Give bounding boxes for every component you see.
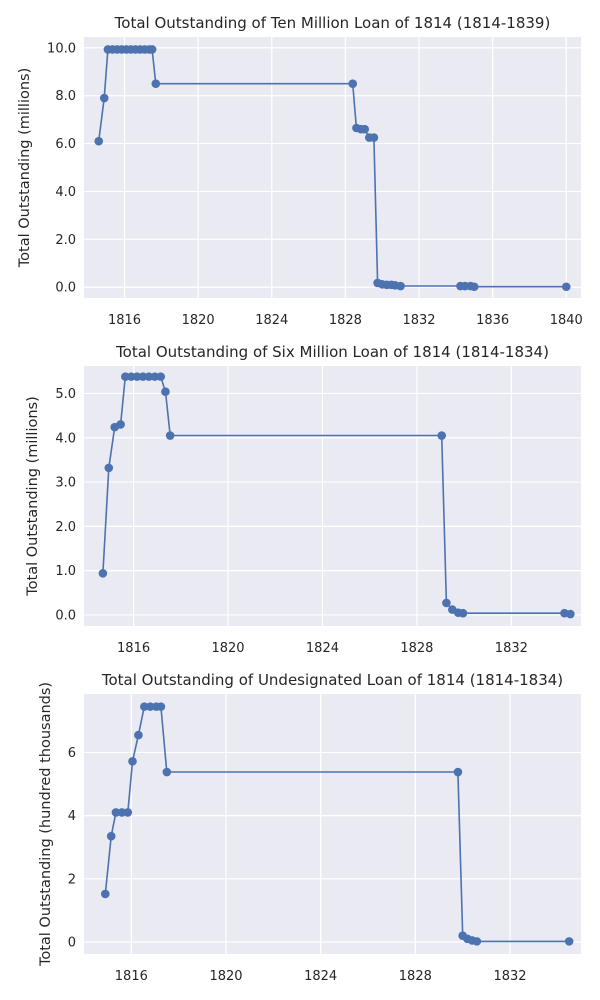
x-tick-label: 1816	[117, 641, 150, 656]
y-tick-label: 2.0	[55, 233, 76, 248]
y-tick-label: 4.0	[55, 185, 76, 200]
x-tick-label: 1832	[402, 313, 435, 328]
data-point	[396, 281, 405, 291]
data-point	[111, 808, 121, 817]
data-point	[145, 702, 155, 711]
plot-area	[84, 37, 581, 298]
y-tick-label: 6	[68, 746, 76, 761]
plot-area	[84, 366, 581, 626]
x-tick-label: 1828	[329, 313, 362, 328]
data-point	[161, 387, 170, 396]
y-tick-label: 5.0	[55, 387, 76, 402]
data-point	[165, 431, 175, 440]
y-axis-label: Total Outstanding (millions)	[25, 396, 41, 596]
y-tick-label: 6.0	[55, 137, 76, 152]
data-point	[116, 420, 125, 429]
x-tick-label: 1828	[399, 969, 432, 984]
chart-title: Total Outstanding of Ten Million Loan of…	[114, 14, 551, 32]
x-tick-label: 1832	[493, 969, 526, 984]
data-point	[98, 568, 108, 578]
chart-1: 1816 1820 1824 1828 1832 1836 1840 0.0 2.0 4.0 6.0…	[17, 14, 583, 328]
x-tick-label: 1820	[209, 969, 242, 984]
y-tick-label: 10.0	[47, 41, 76, 56]
x-tick-label: 1816	[108, 313, 141, 328]
data-point	[147, 45, 157, 54]
y-tick-label: 2.0	[55, 520, 76, 535]
x-tick-label: 1836	[476, 313, 509, 328]
data-point	[156, 702, 166, 711]
data-point	[106, 831, 116, 841]
data-point	[564, 937, 574, 946]
y-tick-label: 0.0	[55, 608, 76, 623]
data-point	[566, 609, 575, 619]
y-axis-label: Total Outstanding (hundred thousands)	[38, 682, 54, 967]
data-point	[140, 702, 149, 711]
data-point	[472, 937, 482, 946]
data-point	[561, 282, 571, 292]
y-tick-label: 1.0	[55, 564, 76, 579]
y-tick-label: 2	[68, 872, 76, 887]
x-tick-label: 1820	[182, 313, 215, 328]
data-point	[117, 808, 127, 817]
x-tick-label: 1820	[211, 641, 244, 656]
y-tick-label: 3.0	[55, 476, 76, 491]
data-point	[138, 372, 148, 381]
data-point	[126, 372, 136, 381]
y-tick-label: 8.0	[55, 89, 76, 104]
chart-2: 1816 1820 1824 1828 1832 0.0 1.0 2.0 3.0 4.0 5.0 To…	[25, 343, 581, 656]
x-tick-label: 1832	[495, 641, 528, 656]
chart-title: Total Outstanding of Six Million Loan of…	[115, 343, 549, 361]
y-tick-label: 4.0	[55, 431, 76, 446]
data-point	[128, 756, 137, 766]
y-tick-label: 0.0	[55, 281, 76, 296]
data-point	[156, 372, 166, 381]
data-point	[123, 808, 133, 817]
data-point	[94, 136, 104, 146]
data-point	[458, 608, 468, 618]
data-point	[151, 79, 161, 88]
x-tick-label: 1840	[550, 313, 583, 328]
data-point	[348, 79, 358, 88]
data-point	[369, 133, 379, 142]
data-point	[144, 372, 154, 381]
data-point	[132, 372, 142, 381]
y-tick-label: 0	[68, 935, 76, 950]
chart-title: Total Outstanding of Undesignated Loan o…	[101, 671, 563, 689]
data-point	[121, 372, 130, 381]
plot-area	[84, 694, 581, 954]
y-axis-label: Total Outstanding (millions)	[17, 68, 33, 268]
chart-3: 1816 1820 1824 1828 1832 0 2 4 6 Total Outstandin…	[38, 671, 581, 984]
data-point	[101, 889, 110, 899]
data-point	[104, 463, 114, 473]
x-tick-label: 1828	[400, 641, 433, 656]
x-tick-label: 1816	[115, 969, 148, 984]
data-point	[453, 767, 463, 777]
x-tick-label: 1824	[306, 641, 339, 656]
data-point	[442, 598, 451, 608]
data-point	[150, 372, 160, 381]
x-tick-label: 1824	[255, 313, 288, 328]
data-point	[437, 431, 446, 440]
data-point	[162, 767, 172, 777]
x-tick-label: 1824	[304, 969, 337, 984]
data-point	[99, 93, 109, 103]
data-point	[469, 282, 479, 292]
data-point	[134, 730, 143, 740]
data-point	[360, 124, 370, 134]
y-tick-label: 4	[68, 809, 76, 824]
